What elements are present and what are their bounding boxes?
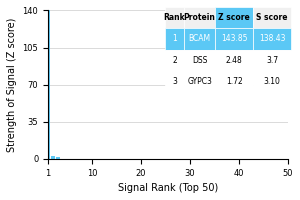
Text: Protein: Protein [184, 13, 216, 22]
FancyBboxPatch shape [215, 71, 253, 92]
Bar [46, 6, 50, 159]
Text: Rank: Rank [164, 13, 185, 22]
FancyBboxPatch shape [184, 7, 215, 28]
Text: 138.43: 138.43 [259, 34, 285, 43]
FancyBboxPatch shape [165, 71, 184, 92]
FancyBboxPatch shape [253, 28, 291, 50]
Text: DSS: DSS [192, 56, 207, 65]
Text: 3.10: 3.10 [264, 77, 280, 86]
FancyBboxPatch shape [253, 50, 291, 71]
Text: 2: 2 [172, 56, 177, 65]
X-axis label: Signal Rank (Top 50): Signal Rank (Top 50) [118, 183, 218, 193]
FancyBboxPatch shape [184, 28, 215, 50]
FancyBboxPatch shape [165, 7, 184, 28]
Text: 2.48: 2.48 [226, 56, 243, 65]
Text: GYPC3: GYPC3 [187, 77, 212, 86]
FancyBboxPatch shape [253, 7, 291, 28]
Text: 3: 3 [172, 77, 177, 86]
FancyBboxPatch shape [165, 28, 184, 50]
FancyBboxPatch shape [165, 50, 184, 71]
Bar [51, 156, 55, 159]
Text: Z score: Z score [218, 13, 250, 22]
Y-axis label: Strength of Signal (Z score): Strength of Signal (Z score) [7, 17, 17, 152]
FancyBboxPatch shape [184, 50, 215, 71]
Bar [56, 157, 60, 159]
Text: 143.85: 143.85 [221, 34, 248, 43]
FancyBboxPatch shape [253, 71, 291, 92]
Text: 1: 1 [172, 34, 177, 43]
FancyBboxPatch shape [184, 71, 215, 92]
Text: S score: S score [256, 13, 288, 22]
FancyBboxPatch shape [215, 7, 253, 28]
Text: 3.7: 3.7 [266, 56, 278, 65]
Text: BCAM: BCAM [189, 34, 211, 43]
FancyBboxPatch shape [215, 28, 253, 50]
Text: 1.72: 1.72 [226, 77, 243, 86]
FancyBboxPatch shape [215, 50, 253, 71]
